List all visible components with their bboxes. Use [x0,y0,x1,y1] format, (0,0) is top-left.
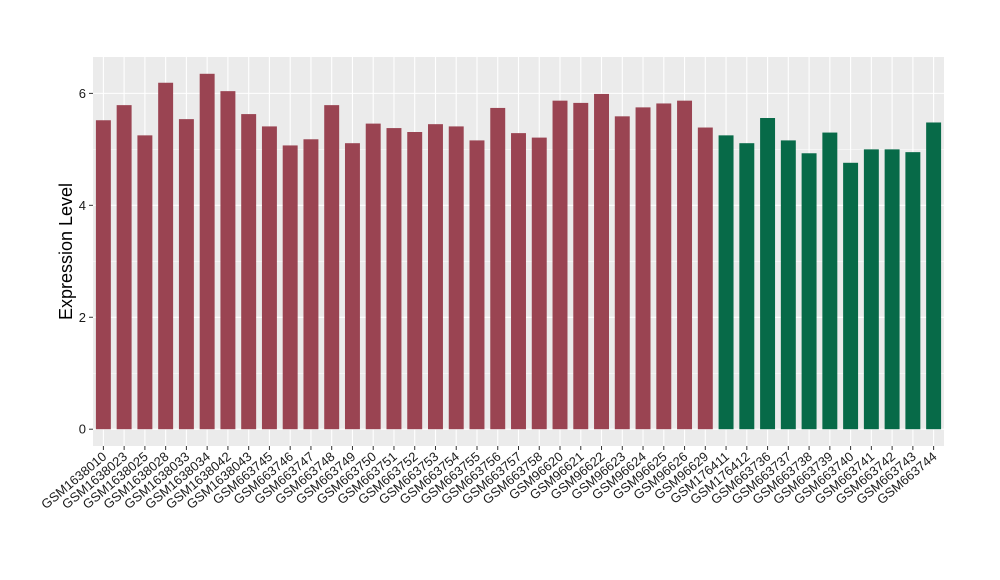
bar-GSM663736 [760,118,776,430]
bar-GSM96624 [635,107,651,430]
bar-GSM1638033 [178,119,194,430]
bar-GSM176412 [739,143,755,430]
bar-GSM663737 [780,140,796,430]
bar-GSM1638025 [137,135,153,430]
bar-GSM663751 [386,128,402,430]
bar-GSM663753 [428,124,443,430]
bar-GSM663750 [365,123,381,430]
bar-GSM663741 [863,149,879,430]
bar-GSM663754 [448,126,464,430]
bar-GSM96622 [594,93,609,430]
x-axis: GSM1638010GSM1638023GSM1638025GSM1638028… [38,446,940,512]
bar-GSM663746 [282,145,298,430]
bar-GSM663755 [469,140,485,430]
bar-GSM663757 [511,133,526,430]
y-axis-title: Expression Level [56,183,76,320]
bar-GSM663744 [926,122,942,430]
bar-GSM1638023 [116,105,132,430]
bar-GSM663745 [261,126,277,430]
bar-GSM96625 [656,103,672,430]
bar-GSM663748 [324,105,340,430]
bar-series [95,73,942,430]
bar-GSM663742 [884,149,900,430]
bar-GSM663756 [490,107,506,430]
bar-GSM663747 [303,139,319,430]
bar-GSM96626 [677,100,693,430]
y-tick-label: 0 [79,422,86,437]
bar-GSM663740 [843,162,859,430]
bar-GSM1638043 [241,114,257,430]
bar-GSM96621 [573,102,589,430]
bar-GSM96623 [614,116,630,430]
bar-GSM663739 [822,132,838,430]
y-tick-label: 6 [79,86,86,101]
bar-GSM663749 [344,143,360,430]
bar-GSM1638028 [158,82,174,430]
bar-GSM96620 [552,100,568,430]
bar-GSM1638042 [220,91,236,430]
bar-GSM1638034 [199,73,215,430]
y-tick-label: 4 [79,198,86,213]
bar-GSM663752 [407,132,423,430]
bar-GSM1638010 [95,120,111,430]
bar-GSM176411 [718,135,734,430]
bar-GSM96629 [697,127,713,430]
y-tick-label: 2 [79,310,86,325]
bar-GSM663743 [905,152,921,430]
y-axis: 0 2 4 6 [79,86,93,437]
bar-GSM663758 [531,137,547,430]
bar-GSM663738 [801,153,817,430]
